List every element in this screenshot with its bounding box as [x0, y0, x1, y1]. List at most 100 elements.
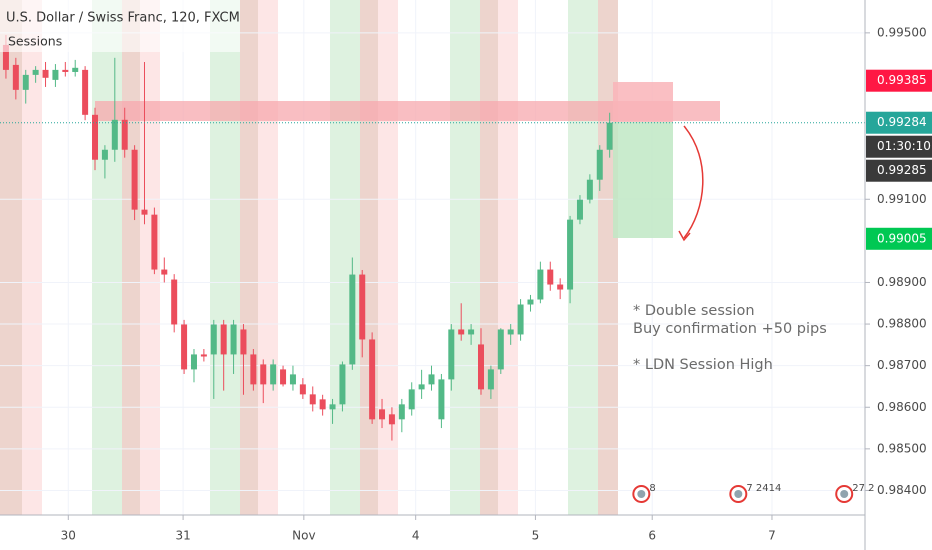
arrow-head [678, 230, 691, 242]
candle-body [477, 344, 484, 390]
candle-body [576, 199, 583, 220]
price-label: 0.99284 [877, 115, 927, 129]
y-tick-label: 0.98500 [877, 441, 927, 455]
candle-body [141, 209, 148, 215]
candle-body [270, 364, 277, 385]
arrow [683, 125, 704, 239]
candle-body [240, 329, 247, 355]
candle-body [448, 329, 455, 380]
candle-body [32, 69, 39, 75]
price-label: 0.99005 [877, 231, 927, 245]
y-tick-label: 0.98900 [877, 275, 927, 289]
candle-body [111, 119, 118, 150]
candle-body [507, 329, 514, 335]
candle-body [230, 324, 237, 355]
price-label-bg [866, 111, 932, 134]
annotation: * Double session [633, 303, 755, 319]
candle-body [567, 219, 574, 290]
candle-body [388, 414, 395, 425]
session-band [480, 0, 498, 515]
price-label: 0.99285 [877, 163, 927, 177]
session-band [140, 0, 160, 515]
candle-body [527, 299, 534, 305]
x-tick-label: 6 [648, 529, 656, 543]
candle-body [82, 69, 89, 115]
candle-body [52, 69, 59, 80]
candle-body [260, 364, 267, 385]
candle-body [42, 69, 49, 78]
candle-body [22, 74, 29, 90]
session-band [450, 0, 480, 515]
event-icon-inner [734, 490, 743, 498]
event-label: 27 2 [852, 483, 874, 494]
candle-body [2, 44, 9, 70]
stop-zone [613, 82, 673, 122]
candle-body [210, 324, 217, 355]
target-zone [613, 122, 673, 238]
candle-body [309, 394, 316, 405]
candle-body [557, 284, 564, 290]
session-band [330, 0, 360, 515]
candle-body [428, 374, 435, 385]
x-tick-label: 4 [412, 529, 420, 543]
session-band [360, 0, 378, 515]
session-band [258, 0, 278, 515]
candle-body [299, 384, 306, 395]
session-band [22, 0, 42, 515]
session-band [598, 0, 618, 515]
candle-body [497, 329, 504, 370]
candle-body [161, 269, 168, 275]
candle-body [596, 149, 603, 180]
candle-body [72, 67, 79, 72]
candle-body [151, 214, 158, 270]
y-tick-label: 0.98800 [877, 317, 927, 331]
plot [0, 34, 865, 441]
candle-body [101, 149, 108, 160]
session-band [210, 0, 240, 515]
candle-body [131, 149, 138, 210]
candle-body [487, 369, 494, 390]
candle-body [418, 384, 425, 390]
candle-body [379, 409, 386, 420]
candle-body [359, 274, 366, 340]
candle-body [250, 354, 257, 385]
candle-body [319, 399, 326, 410]
candle-body [369, 339, 376, 420]
ldn-high-zone [95, 101, 720, 121]
price-label-bg [866, 227, 932, 250]
session-band [122, 0, 140, 515]
candle-body [458, 329, 465, 335]
candle-body [547, 269, 554, 285]
y-tick-label: 0.99100 [877, 192, 927, 206]
candle-body [121, 119, 128, 150]
candle-body [171, 279, 178, 325]
title-bg [0, 0, 240, 52]
event-label: 7 2414 [746, 483, 781, 494]
annotation: Buy confirmation +50 pips [633, 321, 827, 337]
session-band [378, 0, 398, 515]
y-tick-label: 0.98600 [877, 400, 927, 414]
countdown-bg [866, 135, 932, 158]
indicator-name: Sessions [8, 34, 62, 49]
candle-body [398, 404, 405, 420]
candle-body [339, 364, 346, 405]
candle-body [517, 304, 524, 335]
session-bands [0, 0, 865, 515]
candle-body [537, 269, 544, 300]
session-band [92, 0, 122, 515]
price-label-bg [866, 159, 932, 182]
y-tick-label: 0.99500 [877, 25, 927, 39]
y-tick-label: 0.98400 [877, 483, 927, 497]
candle-body [349, 274, 356, 365]
countdown: 01:30:10 [877, 139, 931, 153]
candle-body [12, 64, 19, 90]
candle-body [62, 69, 69, 72]
chart-title: U.S. Dollar / Swiss Franc, 120, FXCM [6, 11, 240, 26]
candle-body [200, 354, 207, 357]
y-tick-label: 0.98700 [877, 358, 927, 372]
candle-body [586, 179, 593, 200]
x-tick-label: 31 [175, 529, 190, 543]
x-tick-label: 5 [532, 529, 540, 543]
price-label-bg [866, 69, 932, 92]
